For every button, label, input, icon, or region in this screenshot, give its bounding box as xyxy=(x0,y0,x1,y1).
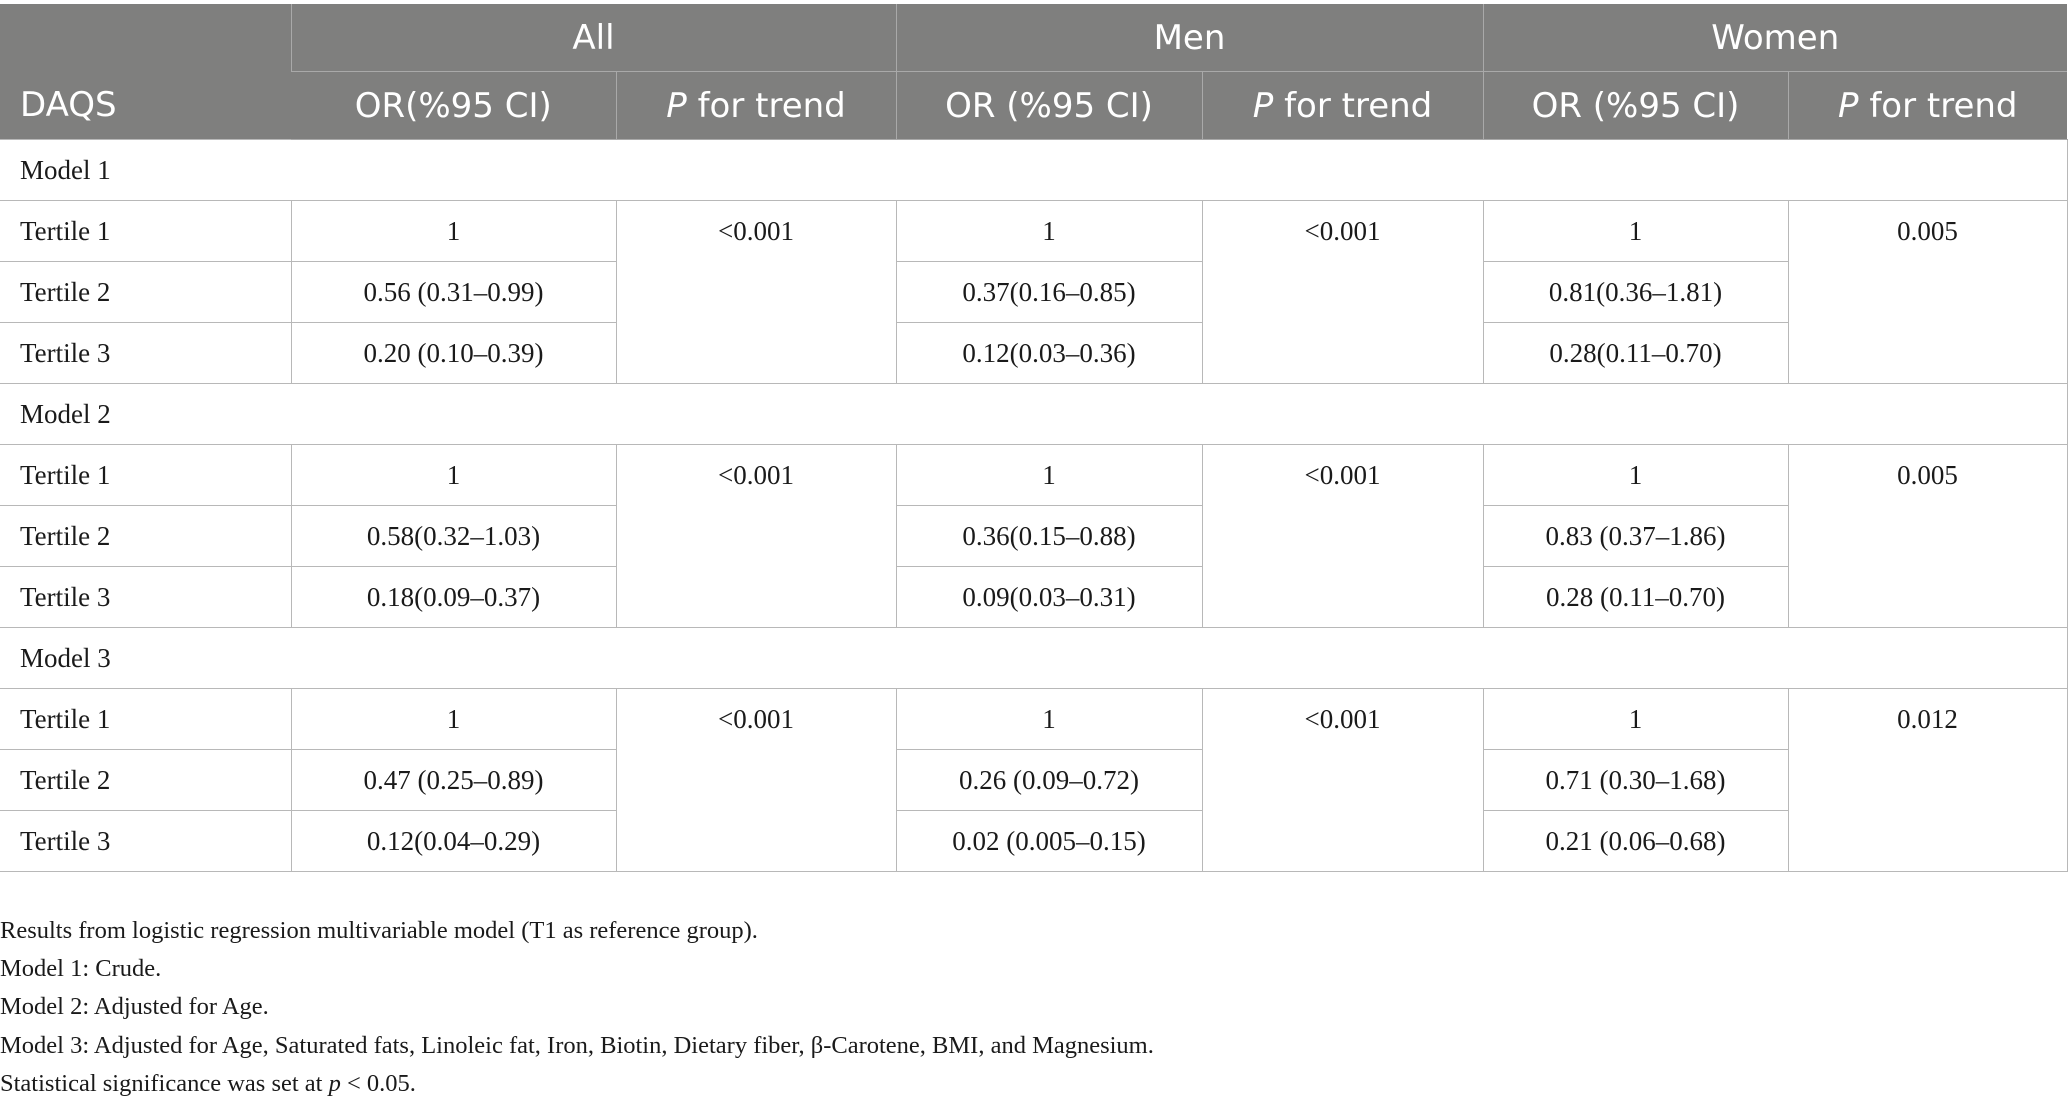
footnote-value: < 0.05. xyxy=(340,1069,416,1097)
tertile-label: Tertile 3 xyxy=(0,322,292,384)
model-label: Model 2 xyxy=(0,383,2068,445)
footnote-p-symbol: p xyxy=(328,1069,341,1097)
or-all-cell: 1 xyxy=(290,688,617,750)
trend-women-cell: 0.012 xyxy=(1787,688,2068,872)
footnote-line: Model 1: Crude. xyxy=(0,955,162,983)
table-row: Tertile 2 0.58(0.32–1.03) 0.36(0.15–0.88… xyxy=(0,505,2067,567)
or-women-cell: 1 xyxy=(1482,200,1789,262)
or-all-cell: 0.12(0.04–0.29) xyxy=(290,810,617,872)
group-header-women: Women xyxy=(1482,4,2068,72)
footnote-line: Results from logistic regression multiva… xyxy=(0,917,758,944)
table-row: Tertile 1 1 <0.001 1 <0.001 1 0.005 xyxy=(0,200,2068,384)
trend-all-cell: <0.001 xyxy=(615,444,897,628)
footnote-text: Statistical significance was set at xyxy=(0,1069,329,1097)
subheader-trend-women: P for trend xyxy=(1787,71,2068,140)
or-women-cell: 0.81(0.36–1.81) xyxy=(1482,261,1789,323)
table-row: Tertile 3 0.18(0.09–0.37) 0.09(0.03–0.31… xyxy=(0,566,2067,628)
or-all-cell: 1 xyxy=(290,200,617,262)
or-women-cell: 1 xyxy=(1482,444,1789,506)
tertile-label: Tertile 2 xyxy=(0,261,292,323)
trend-men-cell: <0.001 xyxy=(1201,200,1484,384)
or-all-cell: 0.20 (0.10–0.39) xyxy=(290,322,617,384)
trend-all-cell: <0.001 xyxy=(615,688,897,872)
tertile-label: Tertile 1 xyxy=(0,688,292,750)
subheader-trend-text: for trend xyxy=(686,85,846,126)
or-all-cell: 0.56 (0.31–0.99) xyxy=(290,261,617,323)
model-row: Model 1 xyxy=(0,139,2068,201)
or-women-cell: 1 xyxy=(1482,688,1789,750)
table-row: Tertile 3 0.20 (0.10–0.39) 0.12(0.03–0.3… xyxy=(0,322,2067,384)
or-all-cell: 0.47 (0.25–0.89) xyxy=(290,749,617,811)
group-header-men: Men xyxy=(895,4,1483,72)
or-women-cell: 0.28 (0.11–0.70) xyxy=(1482,566,1789,628)
group-header-all: All xyxy=(290,4,896,72)
or-all-cell: 0.18(0.09–0.37) xyxy=(290,566,617,628)
subheader-trend-men: P for trend xyxy=(1201,71,1483,140)
or-men-cell: 0.09(0.03–0.31) xyxy=(895,566,1203,628)
or-women-cell: 0.28(0.11–0.70) xyxy=(1482,322,1789,384)
table-row: Tertile 3 0.12(0.04–0.29) 0.02 (0.005–0.… xyxy=(0,810,2067,872)
trend-men-cell: <0.001 xyxy=(1201,444,1484,628)
or-men-cell: 0.02 (0.005–0.15) xyxy=(895,810,1203,872)
model-label: Model 3 xyxy=(0,627,2068,689)
model-row: Model 3 xyxy=(0,627,2068,689)
subheader-trend-p: P xyxy=(666,85,687,126)
or-men-cell: 0.36(0.15–0.88) xyxy=(895,505,1203,567)
subheader-or-men: OR (%95 CI) xyxy=(895,71,1202,140)
subheader-trend-text: for trend xyxy=(1273,85,1433,126)
or-men-cell: 1 xyxy=(895,688,1203,750)
subheader-trend-text: for trend xyxy=(1858,85,2018,126)
footnote-line: Model 2: Adjusted for Age. xyxy=(0,993,269,1021)
or-all-cell: 0.58(0.32–1.03) xyxy=(290,505,617,567)
table-row: Tertile 1 1 <0.001 1 <0.001 1 0.005 xyxy=(0,444,2068,628)
footnote-line: Model 3: Adjusted for Age, Saturated fat… xyxy=(0,1031,1154,1059)
or-women-cell: 0.71 (0.30–1.68) xyxy=(1482,749,1789,811)
model-row: Model 2 xyxy=(0,383,2068,445)
or-men-cell: 0.12(0.03–0.36) xyxy=(895,322,1203,384)
tertile-label: Tertile 3 xyxy=(0,810,292,872)
results-table: DAQS All Men Women OR(%95 CI) P for tren… xyxy=(0,4,2068,872)
tertile-label: Tertile 2 xyxy=(0,749,292,811)
tertile-label: Tertile 3 xyxy=(0,566,292,628)
tertile-label: Tertile 1 xyxy=(0,444,292,506)
subheader-or-all: OR(%95 CI) xyxy=(291,71,616,140)
or-all-cell: 1 xyxy=(290,444,617,506)
or-women-cell: 0.83 (0.37–1.86) xyxy=(1482,505,1789,567)
row-header: DAQS xyxy=(0,4,291,140)
table-row: Tertile 2 0.47 (0.25–0.89) 0.26 (0.09–0.… xyxy=(0,749,2067,811)
table-row: Tertile 1 1 <0.001 1 <0.001 1 0.012 xyxy=(0,688,2068,872)
or-men-cell: 1 xyxy=(895,200,1203,262)
trend-all-cell: <0.001 xyxy=(615,200,897,384)
tertile-label: Tertile 1 xyxy=(0,200,292,262)
or-men-cell: 0.26 (0.09–0.72) xyxy=(895,749,1203,811)
header-row-groups: DAQS All Men Women xyxy=(0,4,2068,140)
subheader-trend-all: P for trend xyxy=(615,71,896,140)
trend-women-cell: 0.005 xyxy=(1787,444,2068,628)
trend-women-cell: 0.005 xyxy=(1787,200,2068,384)
table-row: Tertile 2 0.56 (0.31–0.99) 0.37(0.16–0.8… xyxy=(0,261,2067,323)
subheader-or-women: OR (%95 CI) xyxy=(1482,71,1788,140)
trend-men-cell: <0.001 xyxy=(1201,688,1484,872)
subheader-trend-p: P xyxy=(1252,85,1274,126)
or-men-cell: 1 xyxy=(895,444,1203,506)
subheader-trend-p: P xyxy=(1838,85,1859,126)
or-women-cell: 0.21 (0.06–0.68) xyxy=(1482,810,1789,872)
model-label: Model 1 xyxy=(0,139,2068,201)
or-men-cell: 0.37(0.16–0.85) xyxy=(895,261,1203,323)
table-footnotes: Results from logistic regression multiva… xyxy=(0,912,2060,1103)
header-row-subheaders: OR(%95 CI) P for trend OR (%95 CI) P for… xyxy=(0,71,2068,140)
footnote-line: Statistical significance was set at p < … xyxy=(0,1065,2060,1103)
tertile-label: Tertile 2 xyxy=(0,505,292,567)
